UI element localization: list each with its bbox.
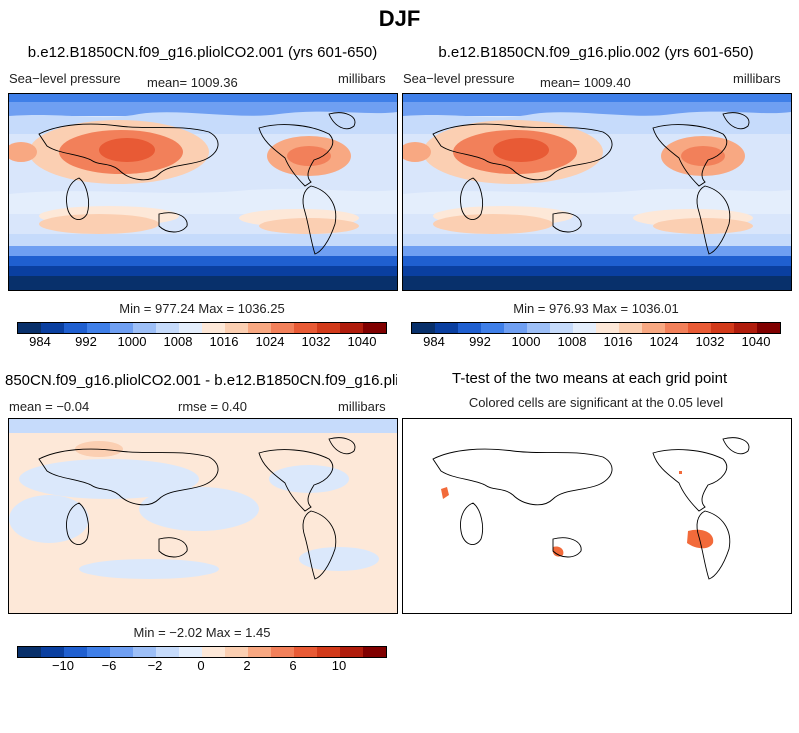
colorbar-tick-label: 10: [331, 658, 347, 673]
colorbar-swatch: [527, 323, 550, 333]
colorbar-swatch: [757, 323, 780, 333]
colorbar-tick-label: 6: [289, 658, 297, 673]
colorbar-tick-label: −10: [51, 658, 75, 673]
colorbar-swatch: [179, 323, 202, 333]
colorbar-swatch: [550, 323, 573, 333]
colorbar-tick-label: 992: [75, 334, 97, 349]
colorbar-swatch: [340, 323, 363, 333]
colorbar-swatch: [363, 323, 386, 333]
slp-map-top-left: [8, 93, 398, 291]
colorbar-swatch: [156, 647, 179, 657]
panel-subtitle-bottom-right: Colored cells are significant at the 0.0…: [468, 395, 724, 410]
units-label-top-right: millibars: [733, 71, 781, 86]
colorbar-tick-label: 1000: [117, 334, 147, 349]
colorbar-swatch: [18, 323, 41, 333]
colorbar-tick-label: 1032: [301, 334, 331, 349]
colorbar-tick-label: 1024: [255, 334, 285, 349]
colorbar-swatch: [294, 647, 317, 657]
rmse-label-bottom-left: rmse = 0.40: [178, 399, 248, 414]
colorbar-swatch: [481, 323, 504, 333]
colorbar-swatch: [202, 323, 225, 333]
colorbar-swatch: [711, 323, 734, 333]
colorbar-tick-label: 1000: [511, 334, 541, 349]
colorbar-swatch: [435, 323, 458, 333]
mean-label-top-right: mean= 1009.40: [540, 75, 631, 90]
colorbar-swatch: [294, 323, 317, 333]
panel-title-top-left: b.e12.B1850CN.f09_g16.pliolCO2.001 (yrs …: [27, 44, 378, 61]
colorbar-swatch: [110, 647, 133, 657]
colorbar-swatch: [41, 323, 64, 333]
colorbar-swatch: [87, 323, 110, 333]
colorbar-swatch: [458, 323, 481, 333]
colorbar-tick-label: 1008: [557, 334, 587, 349]
colorbar-tick-label: 1016: [603, 334, 633, 349]
colorbar-swatch: [41, 647, 64, 657]
colorbar-swatch: [619, 323, 642, 333]
colorbar-tick-label: 1016: [209, 334, 239, 349]
colorbar-swatch: [202, 647, 225, 657]
colorbar-tick-label: 1040: [347, 334, 377, 349]
colorbar-swatch: [317, 647, 340, 657]
colorbar-swatch: [225, 647, 248, 657]
colorbar-swatch: [271, 647, 294, 657]
colorbar-tick-label: 984: [423, 334, 445, 349]
units-label-bottom-left: millibars: [338, 399, 386, 414]
colorbar-tick-label: 984: [29, 334, 51, 349]
ttest-map-bottom-right: [402, 418, 792, 614]
mean-label-bottom-left: mean = −0.04: [9, 399, 90, 414]
figure-title: DJF: [378, 6, 421, 31]
colorbar-swatch: [504, 323, 527, 333]
colorbar-tick-label: 1040: [741, 334, 771, 349]
colorbar-swatch: [225, 323, 248, 333]
colorbar-swatch: [133, 647, 156, 657]
colorbar-swatch: [688, 323, 711, 333]
colorbar-swatch: [248, 647, 271, 657]
colorbar-swatch: [412, 323, 435, 333]
diff-map-bottom-left: [8, 418, 398, 614]
field-label-top-left: Sea−level pressure: [9, 71, 121, 86]
panel-title-bottom-left: 850CN.f09_g16.pliolCO2.001 - b.e12.B1850…: [5, 372, 397, 389]
colorbar-swatch: [271, 323, 294, 333]
units-label-top-left: millibars: [338, 71, 386, 86]
field-label-top-right: Sea−level pressure: [403, 71, 515, 86]
minmax-bottom-left: Min = −2.02 Max = 1.45: [133, 625, 271, 640]
colorbar-swatch: [156, 323, 179, 333]
colorbar-tick-label: 0: [197, 658, 205, 673]
colorbar-tick-label: 1008: [163, 334, 193, 349]
colorbar-swatch: [64, 647, 87, 657]
colorbar-slp-right: [411, 322, 781, 334]
colorbar-swatch: [87, 647, 110, 657]
slp-map-top-right: [402, 93, 792, 291]
mean-label-top-left: mean= 1009.36: [147, 75, 238, 90]
colorbar-swatch: [248, 323, 271, 333]
colorbar-slp-left: [17, 322, 387, 334]
colorbar-swatch: [642, 323, 665, 333]
colorbar-swatch: [573, 323, 596, 333]
colorbar-swatch: [179, 647, 202, 657]
colorbar-tick-label: −2: [147, 658, 163, 673]
colorbar-swatch: [665, 323, 688, 333]
colorbar-tick-label: 1024: [649, 334, 679, 349]
colorbar-swatch: [363, 647, 386, 657]
minmax-top-right: Min = 976.93 Max = 1036.01: [513, 301, 679, 316]
minmax-top-left: Min = 977.24 Max = 1036.25: [119, 301, 285, 316]
colorbar-swatch: [110, 323, 133, 333]
colorbar-swatch: [64, 323, 87, 333]
colorbar-swatch: [596, 323, 619, 333]
colorbar-swatch: [317, 323, 340, 333]
colorbar-diff: [17, 646, 387, 658]
colorbar-tick-label: −6: [101, 658, 117, 673]
panel-title-bottom-right: T-test of the two means at each grid poi…: [452, 370, 728, 387]
colorbar-swatch: [133, 323, 156, 333]
colorbar-tick-label: 1032: [695, 334, 725, 349]
colorbar-swatch: [340, 647, 363, 657]
colorbar-swatch: [734, 323, 757, 333]
colorbar-swatch: [18, 647, 41, 657]
panel-title-top-right: b.e12.B1850CN.f09_g16.plio.002 (yrs 601-…: [438, 44, 754, 61]
colorbar-tick-label: 992: [469, 334, 491, 349]
colorbar-tick-label: 2: [243, 658, 251, 673]
